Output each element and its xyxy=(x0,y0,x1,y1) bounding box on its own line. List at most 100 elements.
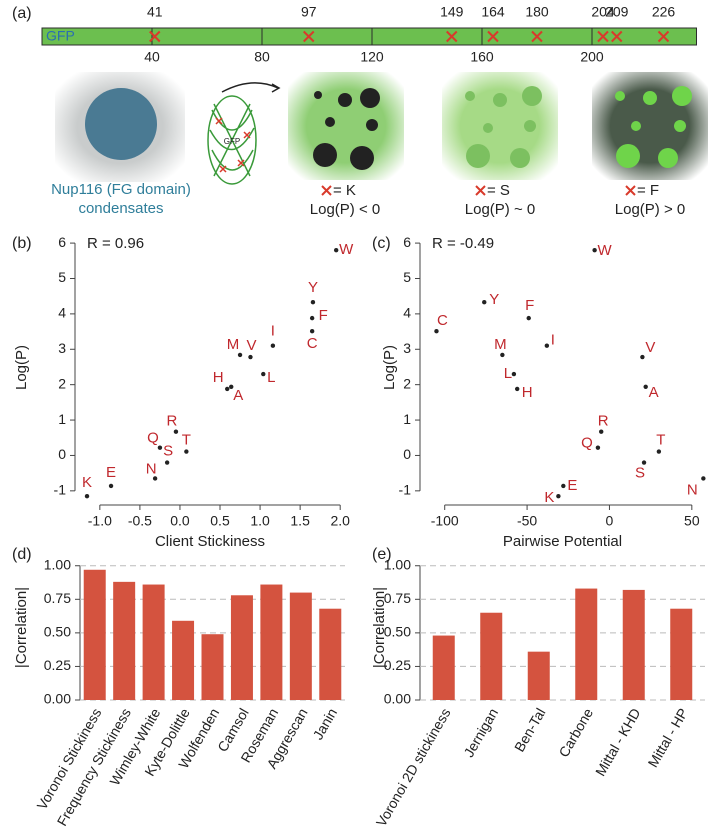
gfp-barrel-illustration xyxy=(207,82,281,185)
point xyxy=(592,247,597,253)
y-tick-label: 0.00 xyxy=(384,691,411,707)
condition-caption: Log(P) ~ 0 xyxy=(465,201,535,218)
y-tick-label: 0 xyxy=(58,446,66,462)
bar xyxy=(319,608,342,700)
mutation-label: 204 xyxy=(591,4,615,20)
mutation-label: 180 xyxy=(525,4,549,20)
mutation-label: 41 xyxy=(147,4,163,20)
cross-symbol xyxy=(321,185,636,196)
panel-label: (a) xyxy=(12,5,32,22)
mutation-mark xyxy=(446,30,458,43)
x-tick-label: 40 xyxy=(144,49,160,65)
point-label: C xyxy=(437,312,448,329)
point-label: F xyxy=(525,297,534,314)
point xyxy=(309,315,315,321)
x-tick-label: -0.5 xyxy=(128,513,152,529)
x-tick-label: 80 xyxy=(254,49,270,65)
point-label: T xyxy=(182,432,191,449)
x-tick-label: 200 xyxy=(580,49,604,65)
y-tick-label: 5 xyxy=(403,269,411,285)
x-tick-label: Jernigan xyxy=(460,705,501,760)
mutation-mark xyxy=(303,30,315,43)
condition-k-illustration xyxy=(288,72,404,180)
point xyxy=(309,329,315,334)
y-axis-label: Log(P) xyxy=(13,345,30,390)
point-label: Q xyxy=(581,435,593,452)
condensate-label: Nup116 (FG domain) xyxy=(51,181,191,198)
y-tick-label: 0.75 xyxy=(384,590,411,606)
y-tick-label: 1 xyxy=(403,411,411,427)
panel-label: (e) xyxy=(372,546,392,563)
point xyxy=(152,476,158,481)
x-tick-label: 120 xyxy=(360,49,384,65)
y-tick-label: 0.25 xyxy=(44,657,71,673)
y-tick-label: -1 xyxy=(399,482,412,498)
point xyxy=(500,352,505,358)
condensate-label: condensates xyxy=(78,200,163,217)
point-label: C xyxy=(307,335,318,352)
point xyxy=(701,476,706,481)
x-axis-label: Client Stickiness xyxy=(155,533,265,550)
protein-track xyxy=(41,27,697,46)
annotation: R = -0.49 xyxy=(432,235,494,252)
bar xyxy=(432,635,455,700)
point xyxy=(640,354,645,360)
point-label: V xyxy=(645,339,655,356)
mutation-mark xyxy=(597,30,609,43)
x-tick-label: 160 xyxy=(470,49,494,65)
y-axis-label: |Correlation| xyxy=(371,587,388,668)
x-tick-label: Ben-Tal xyxy=(511,705,549,754)
mutation-label: 149 xyxy=(440,4,464,20)
point-label: A xyxy=(649,384,659,401)
x-tick-label: 1.0 xyxy=(250,513,270,529)
point-label: Y xyxy=(308,279,318,296)
bar xyxy=(142,584,165,700)
point-label: L xyxy=(504,365,512,382)
point-label: H xyxy=(522,384,533,401)
condensate-illustration xyxy=(55,72,185,182)
x-tick-label: Voronoi 2D stickiness xyxy=(373,705,454,829)
y-tick-label: 1 xyxy=(58,411,66,427)
condition-s-illustration xyxy=(442,72,558,180)
bar xyxy=(670,608,693,700)
x-axis-label: Pairwise Potential xyxy=(503,533,622,550)
mutation-label: 164 xyxy=(481,4,505,20)
y-tick-label: 3 xyxy=(58,340,66,356)
mutation-label: 226 xyxy=(652,4,676,20)
point xyxy=(184,449,189,454)
x-tick-label: -1.0 xyxy=(88,513,112,529)
x-tick-label: Janin xyxy=(309,705,340,742)
y-tick-label: 5 xyxy=(58,269,66,285)
y-tick-label: 0.25 xyxy=(384,657,411,673)
bar xyxy=(622,589,645,700)
bar xyxy=(201,634,224,700)
y-axis-label: Log(P) xyxy=(381,345,398,390)
point xyxy=(599,429,604,434)
point-label: K xyxy=(82,474,92,491)
point-label: W xyxy=(598,242,613,259)
condition-symbol: = K xyxy=(333,182,356,199)
point xyxy=(333,247,339,253)
point xyxy=(310,300,316,305)
point-label: W xyxy=(339,241,354,258)
x-tick-label: 1.5 xyxy=(290,513,310,529)
mutation-label: 97 xyxy=(301,4,317,20)
condition-f-illustration xyxy=(592,72,708,180)
point xyxy=(261,371,266,377)
track-label: GFP xyxy=(46,28,75,44)
bar xyxy=(230,595,253,700)
point xyxy=(84,493,90,499)
y-tick-label: 4 xyxy=(58,305,66,321)
panel-label: (c) xyxy=(372,235,391,252)
condition-caption: Log(P) > 0 xyxy=(615,201,685,218)
y-tick-label: 0 xyxy=(403,446,411,462)
point-label: I xyxy=(551,332,555,349)
point xyxy=(270,343,276,348)
point-label: E xyxy=(106,464,116,481)
x-tick-label: 0 xyxy=(606,513,614,529)
point-label: I xyxy=(271,323,275,340)
bar xyxy=(83,569,106,700)
point-label: S xyxy=(635,464,645,481)
point xyxy=(225,386,230,392)
y-tick-label: 0.50 xyxy=(44,624,71,640)
